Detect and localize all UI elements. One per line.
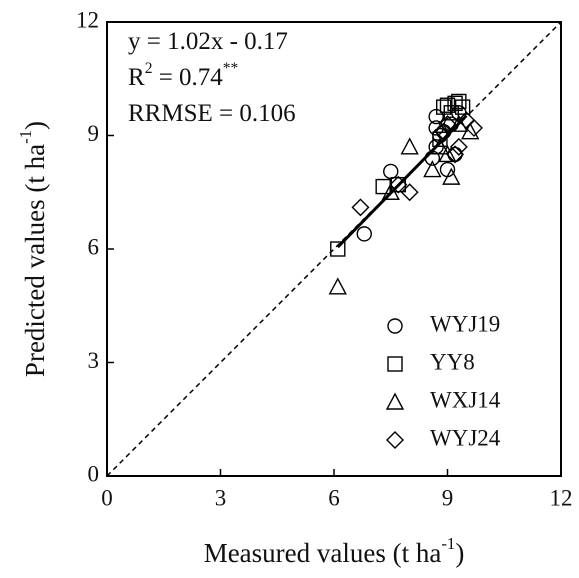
y-tick-label: 6: [88, 234, 100, 259]
annotation: R2 = 0.74**: [128, 60, 239, 91]
point: [330, 241, 346, 257]
point: [430, 137, 450, 155]
x-tick-label: 3: [215, 485, 227, 510]
text-part: y = 1.02x - 0.17: [128, 28, 288, 55]
legend-marker: [385, 392, 405, 410]
text-part: R: [128, 64, 145, 91]
legend-marker: [387, 318, 403, 334]
legend-marker: [387, 356, 403, 372]
y-tick-label: 3: [88, 348, 100, 373]
point: [454, 99, 471, 115]
annotation: RRMSE = 0.106: [128, 100, 296, 127]
point: [400, 137, 419, 155]
y-tick-label: 12: [76, 7, 99, 32]
point: [438, 115, 457, 134]
point: [375, 178, 391, 195]
point: [439, 161, 456, 178]
x-tick-label: 0: [101, 485, 113, 510]
point: [400, 183, 419, 202]
point: [457, 111, 476, 130]
point: [351, 198, 370, 217]
text-part: -1: [16, 130, 35, 144]
point: [442, 167, 461, 185]
legend-label: WYJ19: [430, 311, 500, 336]
legend-label: WXJ14: [430, 387, 501, 412]
x-axis-label: Measured values (t ha-1): [204, 534, 465, 568]
text-part: ): [455, 538, 464, 568]
point: [449, 137, 468, 156]
x-tick-label: 12: [550, 485, 573, 510]
point: [381, 182, 400, 200]
one-to-one-line: [106, 21, 562, 477]
text-part: -1: [441, 534, 455, 553]
point: [424, 150, 441, 166]
text-part: RRMSE = 0.106: [128, 100, 296, 127]
annotation: y = 1.02x - 0.17: [128, 28, 288, 55]
y-tick-label: 9: [88, 121, 100, 146]
x-tick-label: 9: [442, 485, 454, 510]
legend-marker: [386, 431, 404, 449]
point: [446, 145, 465, 164]
x-tick-label: 6: [328, 485, 340, 510]
y-axis-label: Predicted values (t ha-1): [16, 121, 50, 377]
point: [389, 175, 408, 194]
text-part: 2: [145, 60, 153, 77]
legend-label: YY8: [430, 349, 475, 374]
text-part: Measured values (t ha: [204, 538, 442, 568]
point: [423, 160, 442, 178]
text-part: ): [20, 121, 50, 130]
point: [383, 163, 399, 180]
point: [432, 131, 448, 147]
text-part: Predicted values (t ha: [20, 144, 50, 377]
point: [434, 122, 453, 141]
text-part: = 0.74: [152, 64, 223, 91]
legend-label: WYJ24: [430, 425, 501, 450]
point: [356, 226, 372, 242]
y-tick-label: 0: [88, 461, 100, 486]
text-part: **: [223, 60, 239, 77]
point: [328, 277, 347, 295]
